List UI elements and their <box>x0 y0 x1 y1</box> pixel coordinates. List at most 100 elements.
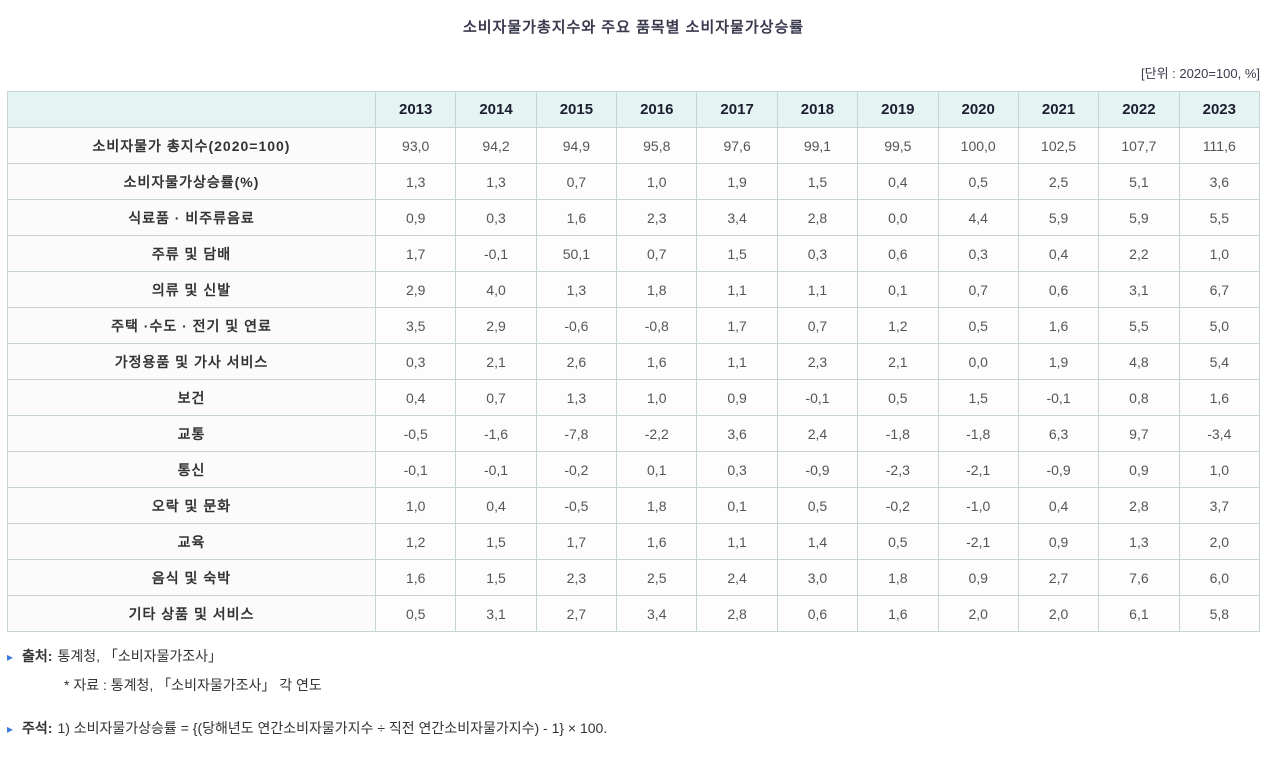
value-cell: 3,4 <box>696 199 778 236</box>
value-cell: 2,0 <box>937 595 1019 632</box>
page-title: 소비자물가총지수와 주요 품목별 소비자물가상승률 <box>462 19 805 36</box>
value-cell: 0,7 <box>776 307 859 344</box>
value-cell: 2,8 <box>696 595 778 632</box>
value-cell: 95,8 <box>616 127 698 164</box>
annotation-note: ▸ 주석: 1) 소비자물가상승률 = {(당해년도 연간소비자물가지수 ÷ 직전 … <box>7 718 1260 738</box>
year-header: 2013 <box>374 91 457 128</box>
value-cell: 2,5 <box>616 559 698 596</box>
value-cell: -0,5 <box>374 415 457 452</box>
value-cell: -1,6 <box>455 415 537 452</box>
value-cell: 94,2 <box>455 127 537 164</box>
table-row: 가정용품 및 가사 서비스 0,3 2,1 2,6 1,6 1,1 2,3 2,1 0,0 1,9… <box>7 343 1261 380</box>
table-row: 소비자물가 총지수(2020=100) 93,0 94,2 94,9 95,8 97,6 9… <box>7 127 1261 164</box>
value-cell: 2,0 <box>1017 595 1100 632</box>
value-cell: 1,1 <box>696 523 778 560</box>
value-cell: -2,1 <box>937 523 1019 560</box>
value-cell: 100,0 <box>937 127 1019 164</box>
value-cell: 2,0 <box>1178 523 1261 560</box>
value-cell: 1,2 <box>374 523 457 560</box>
value-cell: 50,1 <box>535 235 618 272</box>
value-cell: -0,9 <box>776 451 859 488</box>
table-row: 교통 -0,5 -1,6 -7,8 -2,2 3,6 2,4 -1,8 -1,8 6,3 9,7 -3… <box>7 415 1261 452</box>
value-cell: 4,8 <box>1098 343 1180 380</box>
table-row: 오락 및 문화 1,0 0,4 -0,5 1,8 0,1 0,5 -0,2 -1,0 0,4 2,8… <box>7 487 1261 524</box>
value-cell: 2,9 <box>374 271 457 308</box>
value-cell: 1,0 <box>374 487 457 524</box>
value-cell: 4,4 <box>937 199 1019 236</box>
annotation-label: 주석: <box>22 720 53 736</box>
table-row: 의류 및 신발 2,9 4,0 1,3 1,8 1,1 1,1 0,1 0,7 0,6 3,1 6,7 <box>7 271 1261 308</box>
value-cell: -0,6 <box>535 307 618 344</box>
value-cell: 97,6 <box>696 127 778 164</box>
source-sub-note: * 자료 : 통계청, 「소비자물가조사」 각 연도 <box>64 677 322 693</box>
value-cell: 1,9 <box>1017 343 1100 380</box>
value-cell: 0,7 <box>616 235 698 272</box>
value-cell: 1,5 <box>455 523 537 560</box>
source-label: 출처: <box>22 648 53 664</box>
value-cell: 9,7 <box>1098 415 1180 452</box>
value-cell: 1,9 <box>696 163 778 200</box>
value-cell: 1,3 <box>535 271 618 308</box>
value-cell: 3,5 <box>374 307 457 344</box>
table-row: 기타 상품 및 서비스 0,5 3,1 2,7 3,4 2,8 0,6 1,6 2,0 2,0 6,… <box>7 595 1261 632</box>
row-label: 음식 및 숙박 <box>7 559 376 596</box>
value-cell: 0,5 <box>937 307 1019 344</box>
value-cell: 3,0 <box>776 559 859 596</box>
value-cell: 0,7 <box>455 379 537 416</box>
annotation-text: 1) 소비자물가상승률 = {(당해년도 연간소비자물가지수 ÷ 직전 연간소비… <box>57 720 608 736</box>
value-cell: 0,0 <box>937 343 1019 380</box>
value-cell: 1,0 <box>616 379 698 416</box>
value-cell: 2,1 <box>857 343 939 380</box>
value-cell: 1,6 <box>616 523 698 560</box>
value-cell: 0,4 <box>455 487 537 524</box>
value-cell: 0,4 <box>374 379 457 416</box>
row-label: 교육 <box>7 523 376 560</box>
year-header: 2017 <box>696 91 778 128</box>
value-cell: 6,7 <box>1178 271 1261 308</box>
value-cell: 2,4 <box>696 559 778 596</box>
value-cell: 2,8 <box>776 199 859 236</box>
value-cell: 5,9 <box>1017 199 1100 236</box>
value-cell: 5,4 <box>1178 343 1261 380</box>
value-cell: 5,8 <box>1178 595 1261 632</box>
value-cell: -0,1 <box>1017 379 1100 416</box>
value-cell: 3,7 <box>1178 487 1261 524</box>
value-cell: 2,6 <box>535 343 618 380</box>
value-cell: 2,7 <box>1017 559 1100 596</box>
value-cell: 1,5 <box>455 559 537 596</box>
value-cell: 1,7 <box>374 235 457 272</box>
table-row: 소비자물가상승률(%) 1,3 1,3 0,7 1,0 1,9 1,5 0,4 0,5 2,5 5,… <box>7 163 1261 200</box>
row-label: 기타 상품 및 서비스 <box>7 595 376 632</box>
value-cell: 0,1 <box>857 271 939 308</box>
value-cell: 1,8 <box>616 487 698 524</box>
row-label: 교통 <box>7 415 376 452</box>
year-header: 2015 <box>535 91 618 128</box>
value-cell: 1,4 <box>776 523 859 560</box>
value-cell: -2,2 <box>616 415 698 452</box>
value-cell: 1,5 <box>937 379 1019 416</box>
value-cell: 1,6 <box>857 595 939 632</box>
value-cell: 2,4 <box>776 415 859 452</box>
value-cell: -0,1 <box>455 235 537 272</box>
value-cell: 0,9 <box>696 379 778 416</box>
value-cell: 6,3 <box>1017 415 1100 452</box>
table-header: 2013 2014 2015 2016 2017 2018 2019 2020 2021 2022… <box>7 91 1261 128</box>
page-container: 소비자물가총지수와 주요 품목별 소비자물가상승률 [단위 : 2020=100… <box>7 0 1261 738</box>
value-cell: 0,6 <box>1017 271 1100 308</box>
value-cell: -2,1 <box>937 451 1019 488</box>
value-cell: 5,0 <box>1178 307 1261 344</box>
value-cell: 0,5 <box>857 379 939 416</box>
value-cell: 0,7 <box>535 163 618 200</box>
value-cell: 1,0 <box>616 163 698 200</box>
value-cell: 1,6 <box>374 559 457 596</box>
value-cell: 0,1 <box>696 487 778 524</box>
value-cell: -0,2 <box>857 487 939 524</box>
value-cell: 1,8 <box>857 559 939 596</box>
value-cell: 0,3 <box>374 343 457 380</box>
value-cell: 0,3 <box>455 199 537 236</box>
value-cell: -0,9 <box>1017 451 1100 488</box>
value-cell: -3,4 <box>1178 415 1261 452</box>
value-cell: 1,6 <box>535 199 618 236</box>
value-cell: 1,5 <box>776 163 859 200</box>
row-label: 주택 ·수도 · 전기 및 연료 <box>7 307 376 344</box>
